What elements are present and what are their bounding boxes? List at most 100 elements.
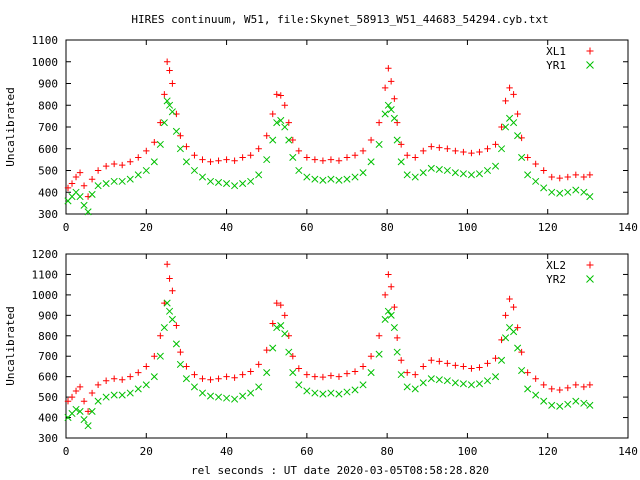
data-point-yr1	[172, 127, 180, 135]
data-point-yr2	[223, 394, 231, 402]
data-point-yr2	[572, 397, 580, 405]
data-point-xl1	[263, 132, 270, 139]
data-point-yr2	[327, 389, 335, 397]
data-point-xl1	[351, 152, 359, 159]
data-point-yr2	[168, 315, 176, 323]
plot-frame	[65, 253, 629, 439]
data-point-xl2	[532, 375, 539, 382]
data-point-xl2	[281, 312, 288, 319]
data-point-yr1	[359, 169, 367, 177]
data-point-yr2	[548, 401, 556, 409]
y-tick-label: 800	[38, 99, 58, 112]
data-point-xl1	[397, 141, 405, 148]
data-point-xl2	[397, 357, 405, 364]
data-point-yr1	[390, 114, 398, 122]
data-point-xl1	[586, 171, 594, 179]
data-point-yr1	[182, 158, 190, 166]
data-point-yr1	[289, 153, 297, 162]
data-point-xl2	[385, 271, 392, 278]
data-point-yr1	[572, 186, 580, 194]
legend-label-xl1: XL1	[546, 45, 566, 58]
data-point-xl1	[506, 84, 513, 92]
data-point-yr1	[351, 173, 359, 181]
data-point-yr1	[435, 165, 443, 173]
data-point-yr2	[255, 383, 263, 391]
data-point-xl2	[412, 371, 419, 378]
data-point-xl1	[72, 173, 80, 181]
data-point-yr1	[160, 119, 168, 127]
data-point-xl2	[177, 348, 184, 356]
data-point-xl1	[76, 169, 84, 176]
x-tick-label: 120	[538, 445, 558, 458]
x-tick-label: 60	[300, 445, 313, 458]
data-point-yr1	[214, 178, 223, 187]
lower-panel: 0 20 40 60 80 100 120 140 300 400 500 600 700 800 900 1…	[4, 248, 638, 458]
data-point-yr1	[118, 177, 126, 185]
data-point-xl1	[510, 91, 517, 98]
data-point-yr1	[556, 189, 564, 197]
y-tick-label: 800	[38, 330, 58, 343]
data-point-yr2	[239, 392, 247, 400]
y-tick-label: 400	[38, 186, 58, 199]
series-xl1	[64, 58, 594, 200]
data-point-yr2	[514, 344, 522, 352]
data-point-yr1	[285, 136, 293, 144]
data-point-xl1	[572, 171, 580, 179]
data-point-xl1	[343, 154, 351, 161]
data-point-yr2	[247, 389, 255, 397]
data-point-xl1	[460, 148, 467, 156]
data-point-yr2	[335, 390, 343, 398]
data-point-yr2	[94, 397, 102, 405]
y-tick-label: 700	[38, 121, 58, 134]
data-point-xl1	[269, 110, 276, 118]
data-point-yr2	[80, 416, 88, 424]
data-point-yr1	[427, 164, 435, 172]
data-point-xl2	[277, 301, 284, 309]
data-point-xl2	[548, 385, 555, 393]
data-point-yr2	[150, 373, 158, 381]
data-point-xl1	[359, 147, 367, 155]
chart-title: HIRES continuum, W51, file:Skynet_58913_…	[131, 13, 548, 26]
x-axis-label: rel seconds : UT date 2020-03-05T08:58:2…	[191, 464, 489, 477]
data-point-xl2	[199, 375, 206, 382]
data-point-xl1	[436, 144, 443, 151]
data-point-xl1	[119, 161, 126, 169]
legend-marker-yr2	[586, 275, 594, 283]
data-point-xl1	[163, 58, 171, 65]
data-point-xl2	[127, 373, 134, 380]
data-point-xl2	[444, 360, 451, 367]
data-point-xl2	[518, 348, 525, 356]
data-point-yr1	[514, 132, 522, 140]
data-point-xl2	[303, 371, 311, 378]
data-point-xl2	[540, 381, 547, 389]
data-point-yr1	[343, 175, 351, 183]
data-point-xl2	[311, 373, 319, 380]
data-point-yr2	[411, 385, 419, 393]
data-point-xl1	[524, 154, 531, 161]
data-point-yr1	[76, 193, 84, 201]
data-point-yr2	[459, 380, 467, 388]
data-point-xl2	[580, 383, 588, 391]
data-point-yr2	[403, 383, 411, 391]
data-point-yr1	[223, 179, 231, 188]
data-point-xl1	[444, 145, 451, 152]
data-point-xl2	[367, 353, 375, 360]
data-point-xl1	[161, 91, 168, 98]
data-point-yr1	[102, 179, 110, 188]
data-point-yr1	[311, 175, 319, 183]
data-point-yr2	[580, 399, 588, 407]
data-point-yr2	[427, 375, 435, 383]
legend-marker-yr1	[586, 61, 594, 69]
data-point-xl1	[110, 160, 118, 168]
data-point-yr1	[387, 106, 395, 114]
data-point-yr1	[88, 190, 96, 198]
data-point-yr2	[502, 334, 510, 342]
data-point-xl1	[502, 97, 509, 105]
data-point-yr1	[269, 136, 277, 144]
data-point-yr2	[524, 385, 532, 393]
x-tick-label: 140	[618, 221, 638, 234]
data-point-yr2	[540, 397, 548, 405]
data-point-xl2	[68, 393, 76, 401]
data-point-xl1	[412, 154, 419, 161]
x-tick-label: 0	[63, 221, 70, 234]
